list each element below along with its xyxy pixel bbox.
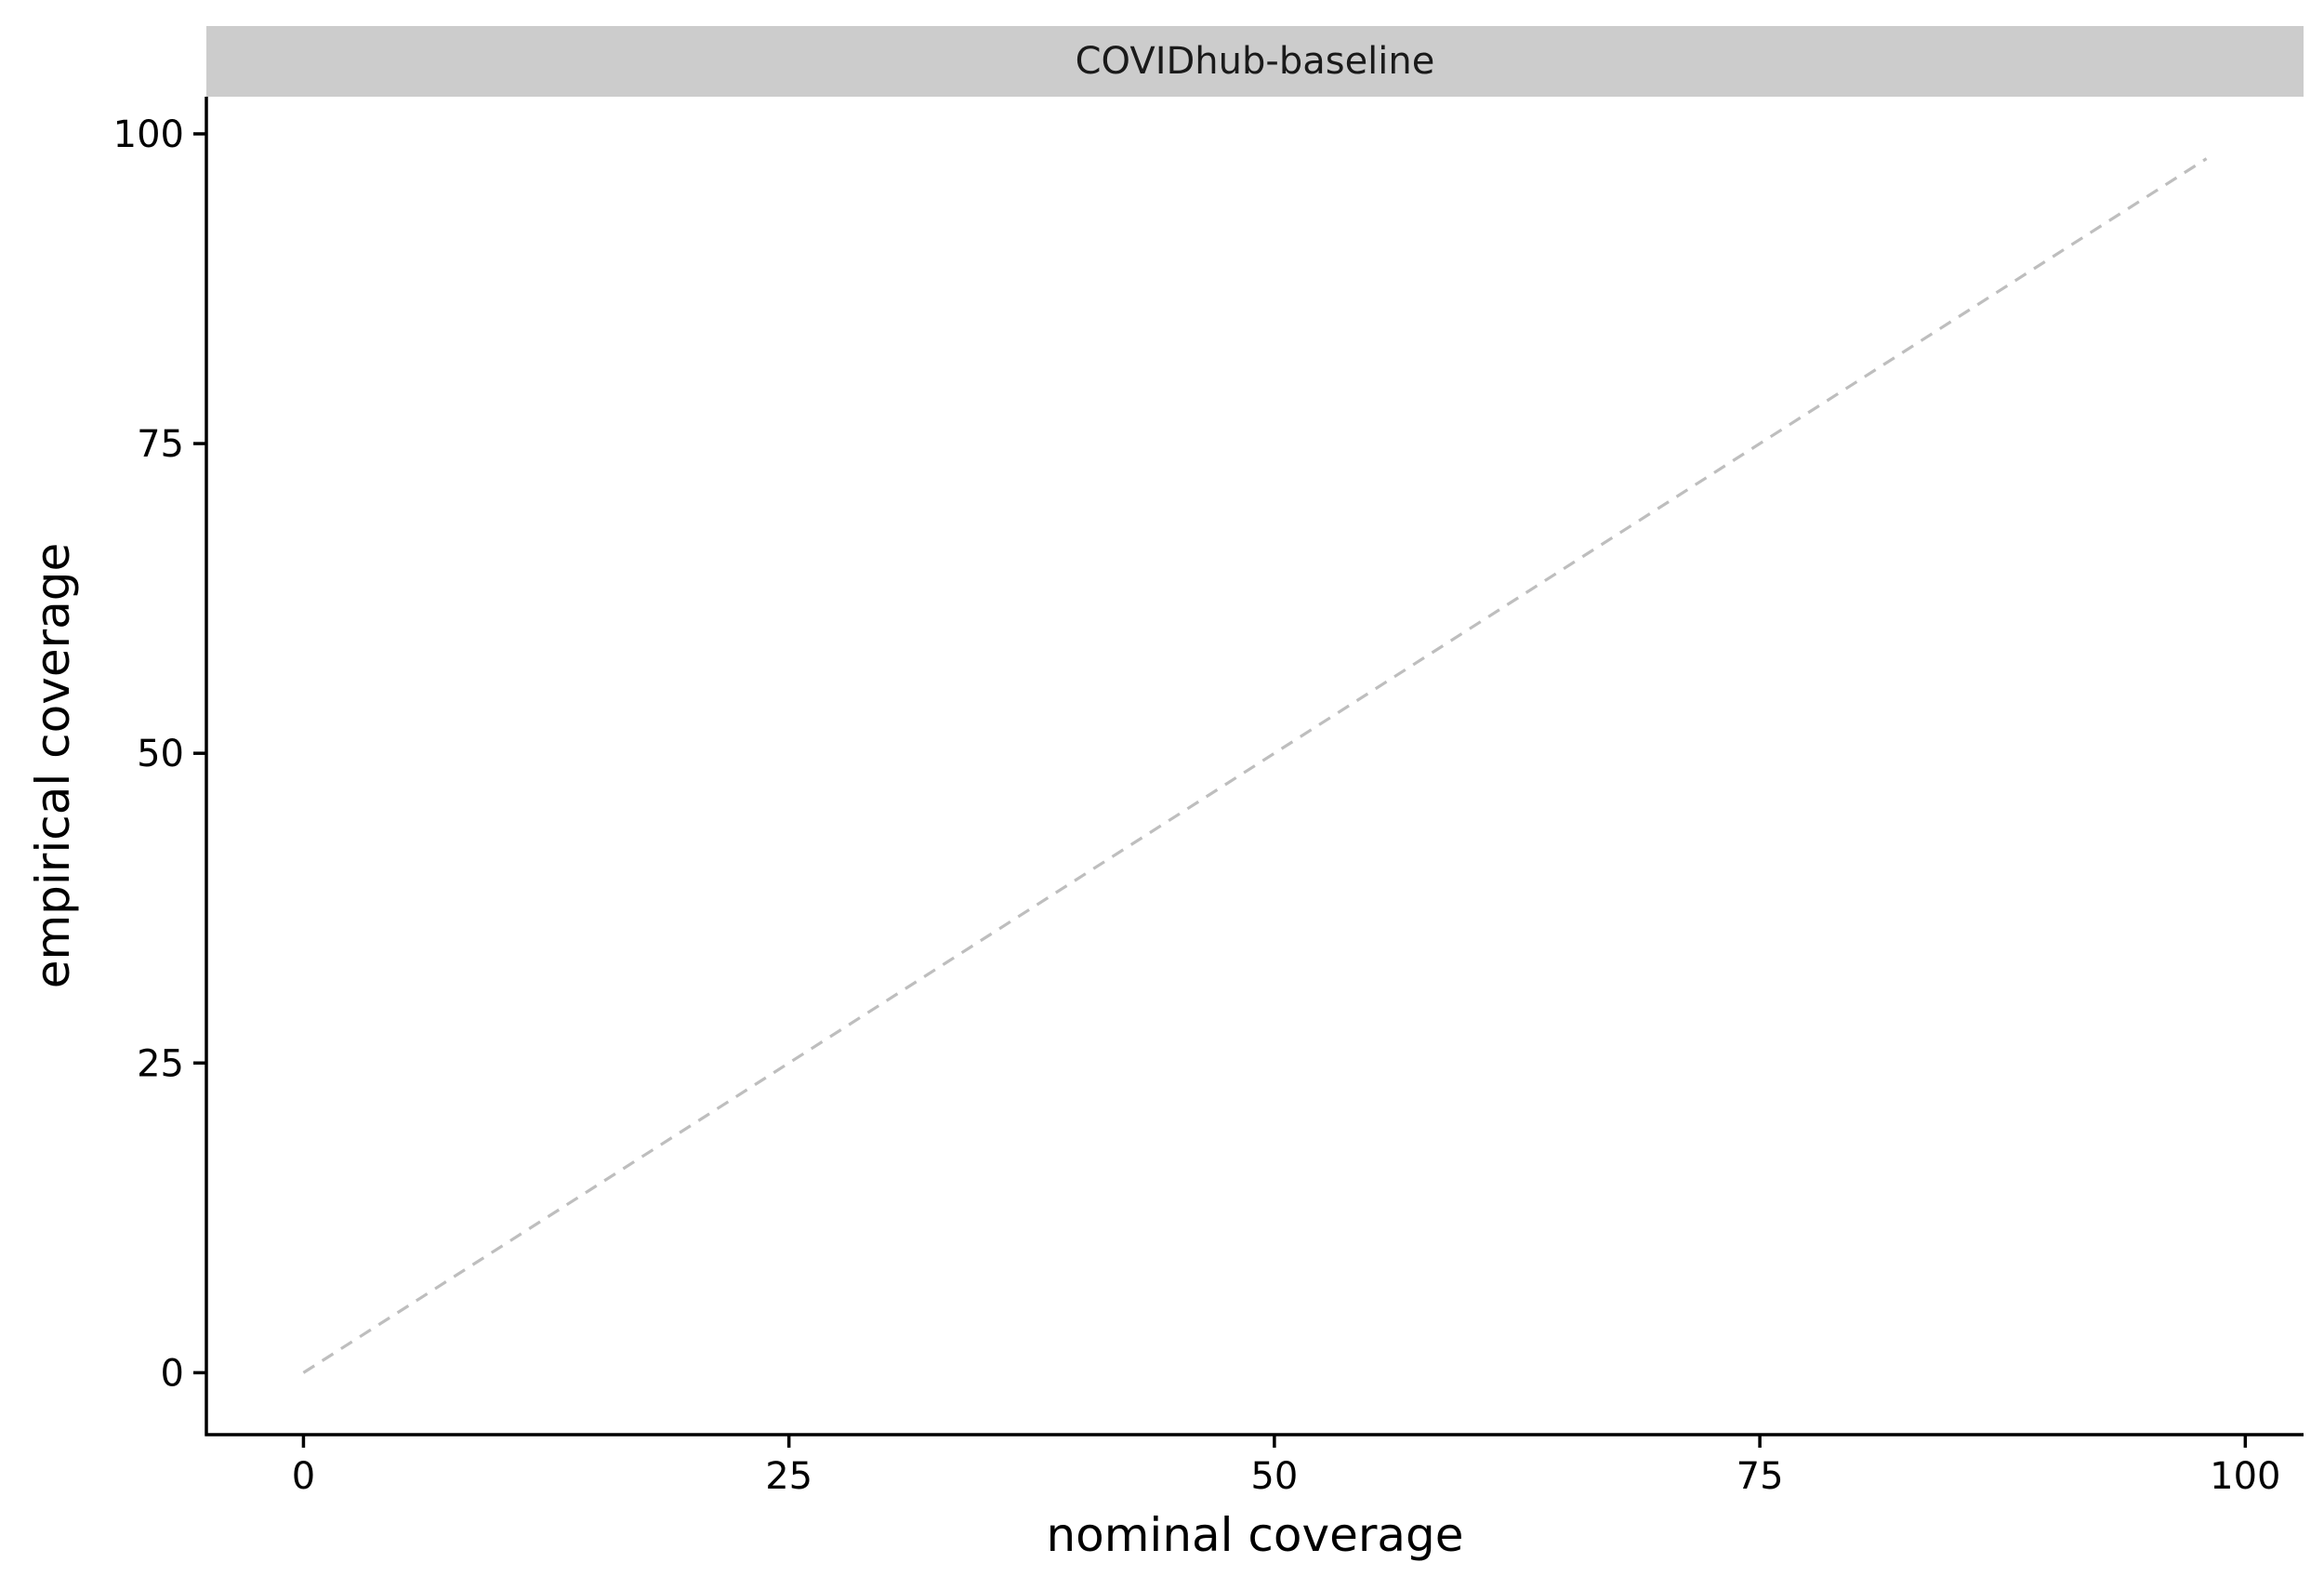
x-tick-label: 100 bbox=[2210, 1455, 2280, 1498]
facet-strip-title: COVIDhub-baseline bbox=[1076, 40, 1435, 83]
series-layer bbox=[302, 157, 2208, 1374]
y-tick-label: 25 bbox=[137, 1042, 184, 1085]
x-tick-label: 25 bbox=[765, 1455, 812, 1498]
x-axis-title: nominal coverage bbox=[1046, 1508, 1463, 1562]
plot-area: 0 25 50 75 100 0 25 50 75 100 bbox=[113, 97, 2304, 1498]
x-tick-label: 75 bbox=[1736, 1455, 1784, 1498]
y-axis-ticks: 0 25 50 75 100 bbox=[113, 113, 206, 1395]
y-axis-title: empirical coverage bbox=[26, 543, 80, 989]
y-tick-label: 50 bbox=[137, 733, 184, 775]
y-tick-label: 75 bbox=[137, 423, 184, 466]
x-tick-label: 50 bbox=[1250, 1455, 1298, 1498]
facet-strip: COVIDhub-baseline bbox=[206, 26, 2304, 97]
x-axis-ticks: 0 25 50 75 100 bbox=[292, 1435, 2281, 1498]
reference-diagonal-line bbox=[302, 157, 2208, 1374]
facet-strip-background bbox=[206, 26, 2304, 97]
y-tick-label: 0 bbox=[161, 1352, 184, 1395]
x-tick-label: 0 bbox=[292, 1455, 315, 1498]
y-tick-label: 100 bbox=[113, 113, 184, 156]
